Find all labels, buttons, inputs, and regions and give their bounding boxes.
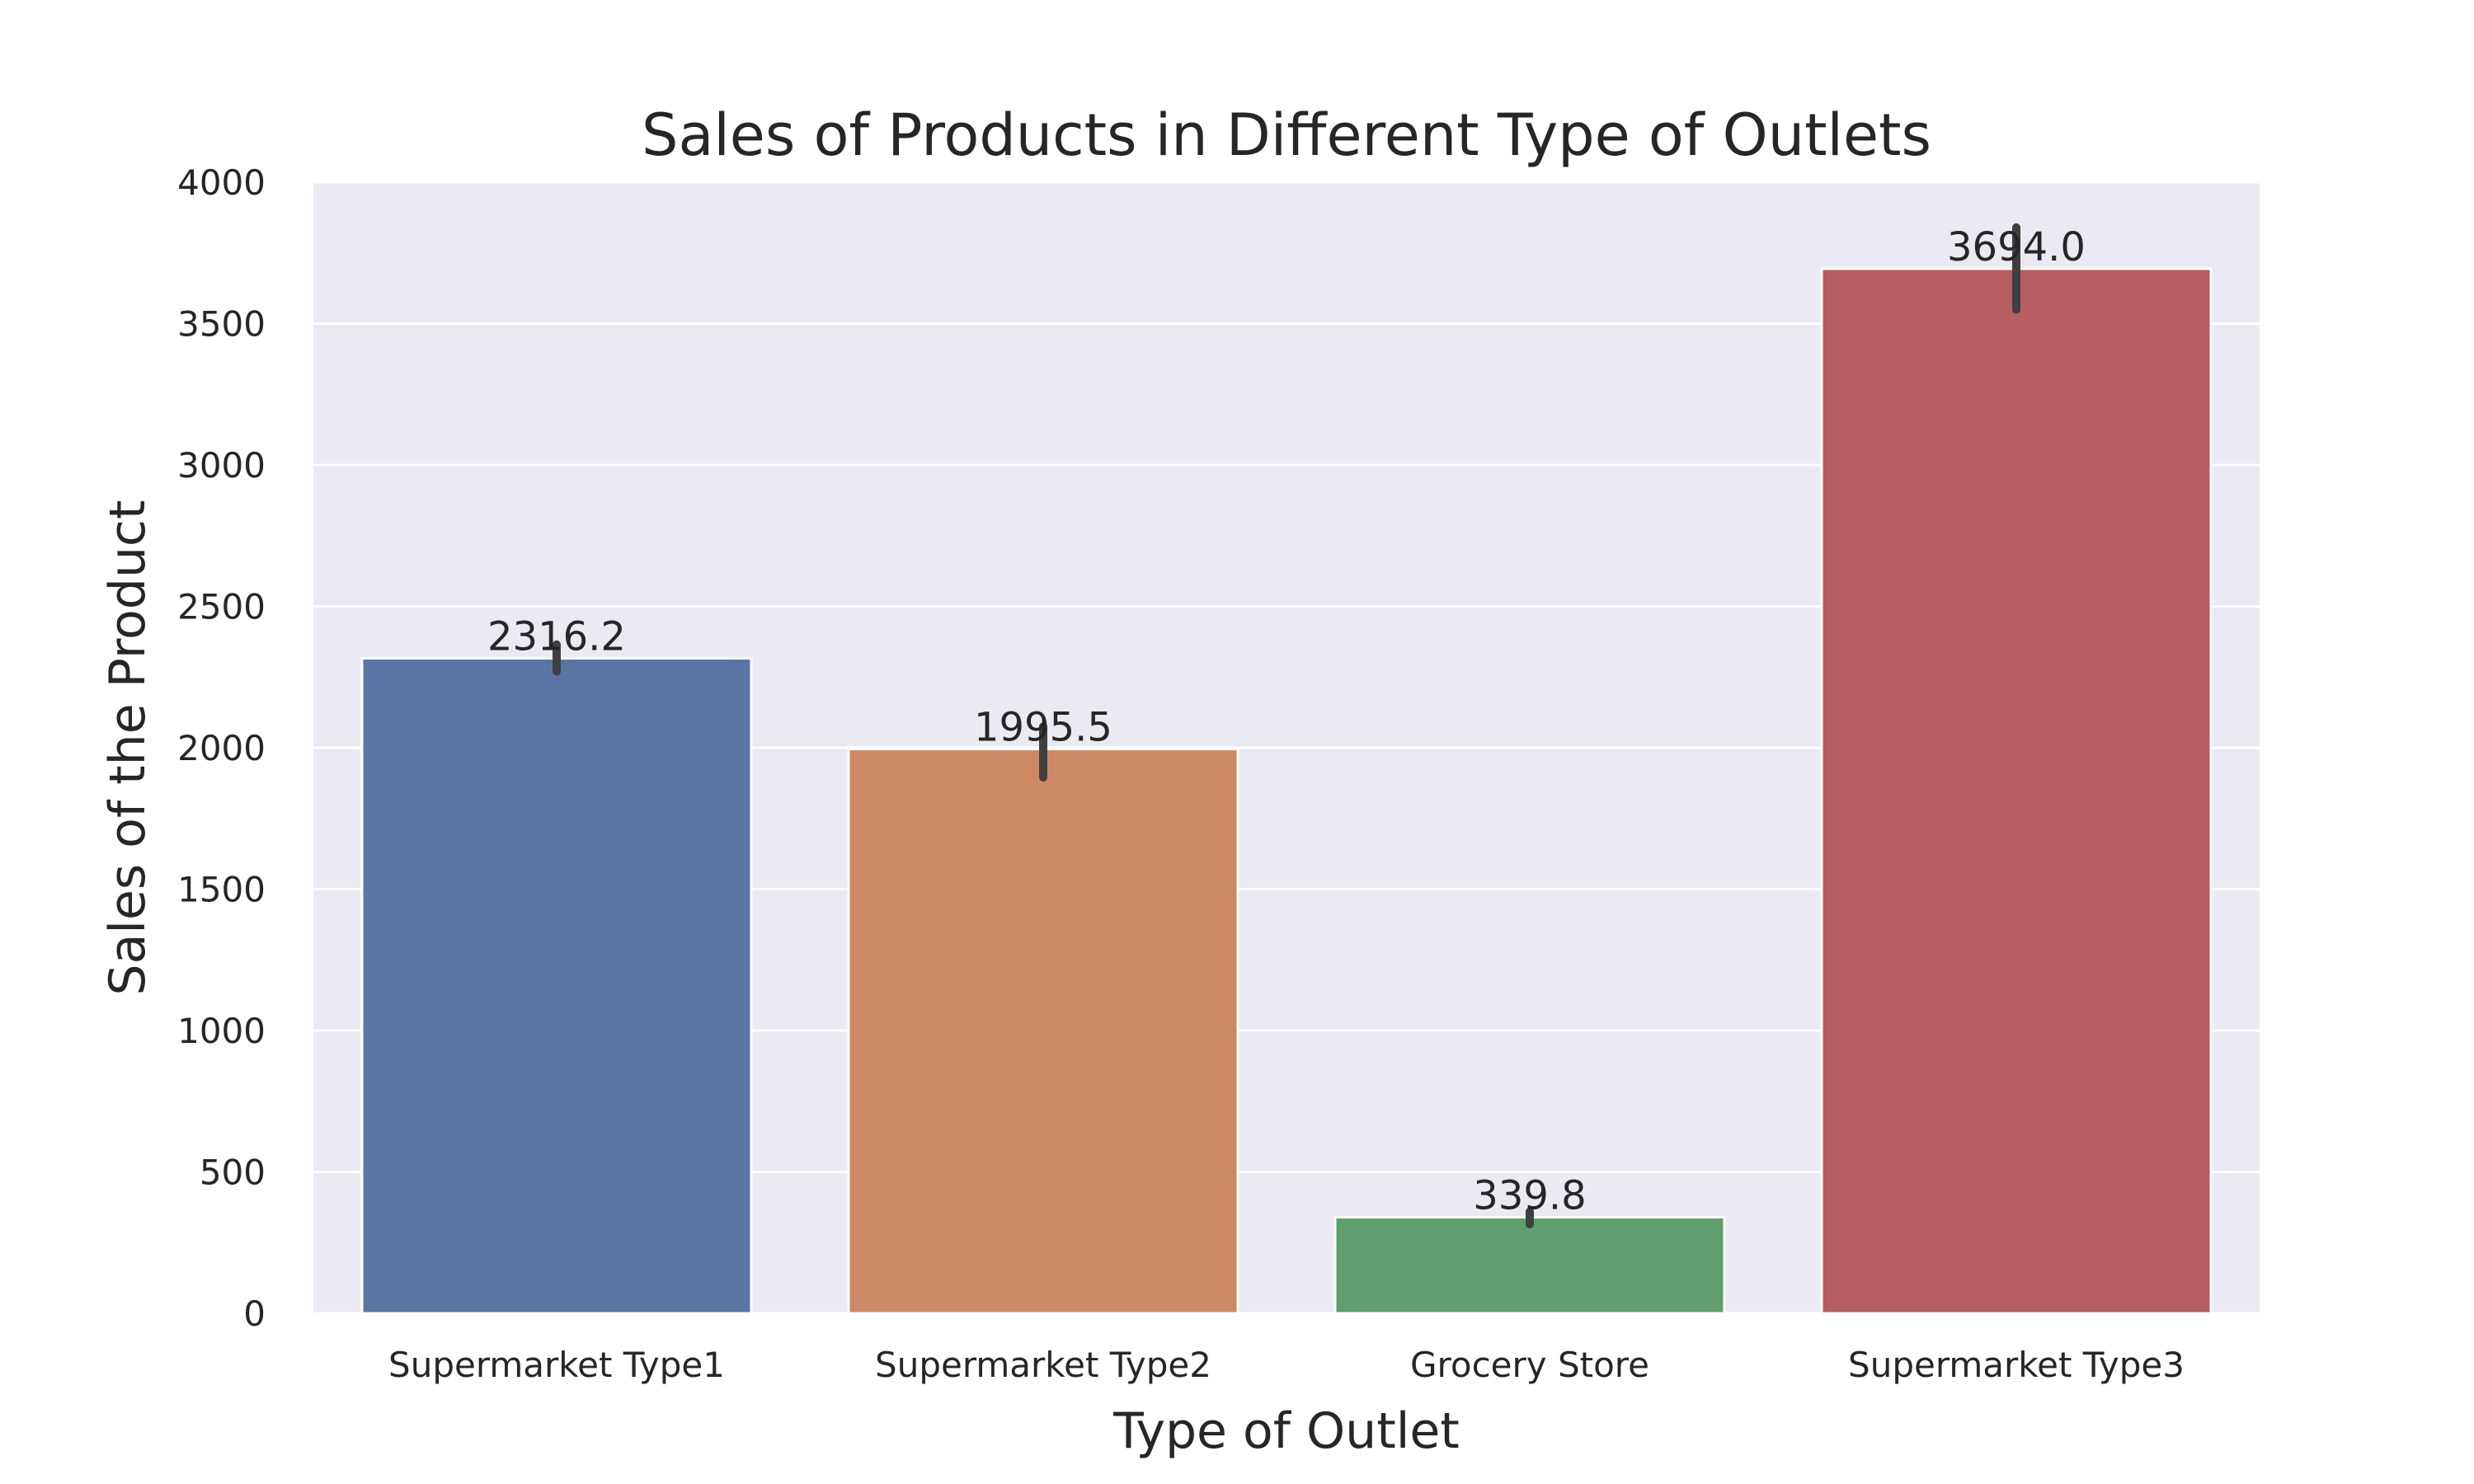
y-tick-label: 1500 (177, 870, 266, 910)
y-axis-label: Sales of the Product (99, 500, 157, 995)
x-tick-label: Supermarket Type2 (875, 1345, 1211, 1385)
y-tick-label: 2500 (177, 587, 266, 627)
y-tick-label: 3500 (177, 304, 266, 345)
y-tick-label: 2000 (177, 728, 266, 768)
y-tick-label: 4000 (177, 162, 266, 203)
error-bars (553, 223, 2020, 1228)
x-axis-label: Type of Outlet (1112, 1402, 1460, 1460)
bar (847, 748, 1239, 1315)
data-labels: 2316.2 1995.5 339.8 3694.0 (487, 224, 2086, 1219)
bars (360, 267, 2213, 1315)
chart-title: Sales of Products in Different Type of O… (642, 101, 1931, 169)
data-label: 2316.2 (487, 614, 626, 660)
bar (360, 657, 753, 1315)
y-tick-label: 3000 (177, 445, 266, 486)
y-tick-label: 500 (200, 1153, 266, 1193)
x-tick-label: Grocery Store (1410, 1345, 1649, 1385)
x-tick-labels: Supermarket Type1 Supermarket Type2 Grocer… (388, 1345, 2185, 1385)
bar (1333, 1215, 1726, 1315)
x-tick-label: Supermarket Type1 (388, 1345, 725, 1385)
x-tick-label: Supermarket Type3 (1848, 1345, 2185, 1385)
y-tick-label: 1000 (177, 1011, 266, 1051)
bar (1820, 267, 2213, 1315)
data-label: 1995.5 (974, 705, 1112, 751)
y-tick-labels: 0 500 1000 1500 2000 2500 3000 3500 4000 (177, 162, 266, 1334)
y-tick-label: 0 (243, 1294, 266, 1334)
data-label: 3694.0 (1947, 224, 2086, 270)
data-label: 339.8 (1473, 1172, 1586, 1219)
